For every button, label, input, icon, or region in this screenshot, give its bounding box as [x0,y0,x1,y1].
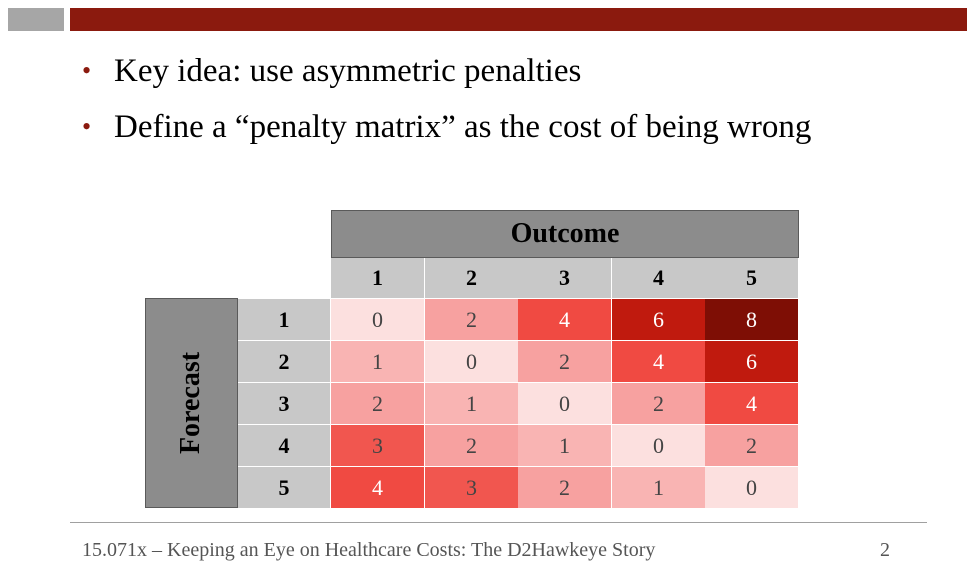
penalty-cell: 0 [612,425,706,467]
bullet-list: • Key idea: use asymmetric penalties • D… [80,52,811,164]
penalty-cell: 4 [518,299,612,341]
penalty-cell: 8 [705,299,799,341]
penalty-cell: 1 [612,467,706,509]
bullet-text: Define a “penalty matrix” as the cost of… [114,109,812,145]
penalty-cell: 0 [518,383,612,425]
footer-divider [70,522,927,523]
penalty-cell: 1 [425,383,519,425]
penalty-cell: 3 [425,467,519,509]
penalty-cell: 4 [331,467,425,509]
outcome-index: 5 [705,258,799,299]
bullet-text: Key idea: use asymmetric penalties [114,53,582,89]
penalty-cell: 2 [612,383,706,425]
penalty-cell: 2 [518,467,612,509]
penalty-cell: 4 [705,383,799,425]
bullet-icon: • [82,112,92,141]
bullet-item: • Key idea: use asymmetric penalties [80,52,811,90]
outcome-index: 1 [331,258,425,299]
penalty-cell: 6 [705,341,799,383]
penalty-cell: 4 [612,341,706,383]
forecast-header: Forecast [145,298,238,508]
forecast-index: 2 [238,341,331,383]
outcome-index: 2 [425,258,519,299]
penalty-cell: 6 [612,299,706,341]
bullet-item: • Define a “penalty matrix” as the cost … [80,108,811,146]
header-bar-gray [8,8,64,31]
page-number: 2 [880,539,890,561]
forecast-index: 5 [238,467,331,509]
footer-text: 15.071x – Keeping an Eye on Healthcare C… [82,539,656,561]
penalty-cell: 0 [425,341,519,383]
penalty-cell: 1 [518,425,612,467]
forecast-index: 3 [238,383,331,425]
penalty-cell: 2 [518,341,612,383]
bullet-icon: • [82,56,92,85]
forecast-label: Forecast [175,351,207,455]
forecast-index: 1 [238,299,331,341]
outcome-label: Outcome [510,218,620,249]
outcome-index: 3 [518,258,612,299]
outcome-index: 4 [612,258,706,299]
penalty-cell: 2 [425,299,519,341]
outcome-header: Outcome [331,210,799,258]
forecast-index: 4 [238,425,331,467]
penalty-cell: 3 [331,425,425,467]
penalty-cell: 2 [331,383,425,425]
header-bar-red [70,8,967,31]
penalty-cell: 2 [705,425,799,467]
penalty-cell: 1 [331,341,425,383]
penalty-cell: 2 [425,425,519,467]
penalty-cell: 0 [705,467,799,509]
penalty-cell: 0 [331,299,425,341]
